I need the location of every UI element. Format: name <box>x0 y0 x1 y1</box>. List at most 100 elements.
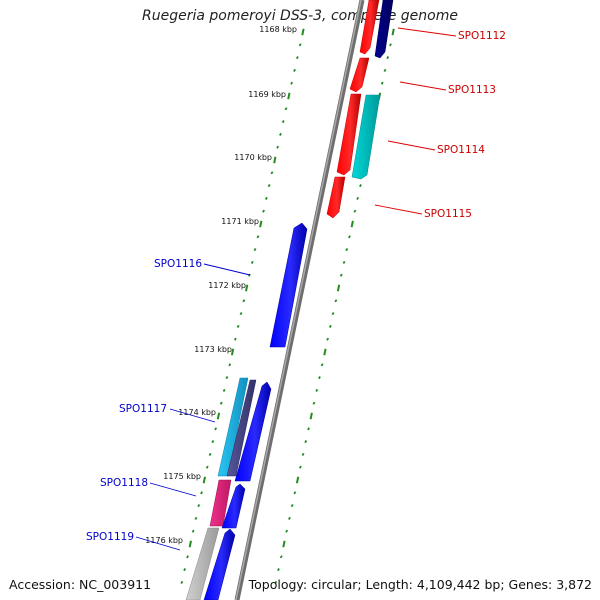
gene-spo1118-blue[interactable] <box>221 483 246 529</box>
gene-spo1113[interactable] <box>349 57 370 93</box>
inner-scale-minor-tick <box>253 248 257 252</box>
inner-scale-minor-tick <box>264 196 268 200</box>
inner-scale-minor-tick <box>284 107 288 111</box>
outer-scale-minor-tick <box>320 363 324 367</box>
accession-text: Accession: NC_003911 <box>9 577 152 592</box>
outer-scale-major-tick <box>336 284 341 292</box>
outer-scale-minor-tick <box>326 337 330 341</box>
scale-label-1170: 1170 kbp <box>234 153 272 162</box>
gene-spo1116[interactable] <box>269 222 308 348</box>
inner-scale-major-tick <box>273 156 277 164</box>
outer-scale-minor-tick <box>353 209 357 213</box>
outer-scale-minor-tick <box>304 440 308 444</box>
inner-scale-minor-tick <box>281 120 285 124</box>
outer-scale-major-tick <box>323 348 327 356</box>
outer-scale-minor-tick <box>288 516 291 520</box>
scale-label-1171: 1171 kbp <box>221 217 259 226</box>
scale-label-1169: 1169 kbp <box>248 90 286 99</box>
outer-scale-major-tick <box>350 220 354 228</box>
outer-scale-minor-tick <box>339 273 343 277</box>
gene-label-spo1117[interactable]: SPO1117 <box>119 403 167 415</box>
inner-scale-minor-tick <box>298 43 302 47</box>
gene-spo1117-blue[interactable] <box>234 381 272 482</box>
gene-spo1119-blue[interactable] <box>203 528 236 600</box>
outer-scale-minor-tick <box>301 452 305 456</box>
inner-scale-major-tick <box>188 540 192 548</box>
reverse-strand-genes <box>185 222 308 600</box>
outer-scale-minor-tick <box>389 43 392 47</box>
forward-label-leaders <box>374 27 457 215</box>
inner-scale-minor-tick <box>211 440 215 444</box>
outer-scale-major-tick <box>309 412 313 420</box>
inner-scale-major-tick <box>216 412 221 420</box>
leader-spo1117 <box>169 408 216 423</box>
scale-label-1168: 1168 kbp <box>259 25 297 34</box>
outer-scale-major-tick <box>391 28 395 36</box>
outer-scale-minor-tick <box>298 465 302 469</box>
scale-labels: 1168 kbp 1169 kbp 1170 kbp 1171 kbp 1172… <box>145 25 297 545</box>
gene-spo1112-navy[interactable] <box>374 0 394 59</box>
inner-scale-major-tick <box>245 284 249 292</box>
inner-scale-minor-tick <box>200 491 203 495</box>
gene-spo1119-grey[interactable] <box>185 527 220 600</box>
gene-spo1114-cyan[interactable] <box>351 94 381 180</box>
gene-label-spo1116[interactable]: SPO1116 <box>154 258 202 270</box>
backbone-line <box>234 0 365 600</box>
leader-spo1119 <box>135 536 181 551</box>
inner-scale-minor-tick <box>293 68 296 72</box>
outer-scale-minor-tick <box>315 388 319 392</box>
inner-scale-minor-tick <box>222 388 226 392</box>
inner-scale-minor-tick <box>186 555 189 559</box>
inner-scale-minor-tick <box>267 184 271 188</box>
gene-label-spo1118[interactable]: SPO1118 <box>100 477 148 489</box>
outer-scale-minor-tick <box>334 299 338 303</box>
inner-scale-minor-tick <box>262 209 265 213</box>
scale-label-1173: 1173 kbp <box>194 345 232 354</box>
inner-scale-minor-tick <box>228 363 232 367</box>
inner-scale-minor-tick <box>242 299 246 303</box>
outer-scale-minor-tick <box>277 568 280 572</box>
inner-scale-minor-tick <box>205 465 209 469</box>
gene-spo1112-red[interactable] <box>359 0 380 55</box>
gene-spo1117-slate[interactable] <box>226 379 257 477</box>
gene-label-spo1112[interactable]: SPO1112 <box>458 30 506 42</box>
gene-spo1115[interactable] <box>326 176 346 219</box>
inner-scale-minor-tick <box>270 171 274 175</box>
inner-scale-minor-tick <box>194 516 198 520</box>
scale-label-1172: 1172 kbp <box>208 281 246 290</box>
forward-gene-labels: SPO1112 SPO1113 SPO1114 SPO1115 <box>424 30 506 220</box>
gene-spo1114-red[interactable] <box>336 93 362 176</box>
scale-label-1174: 1174 kbp <box>178 408 216 417</box>
outer-scale-minor-tick <box>342 260 346 264</box>
inner-scale-minor-tick <box>279 132 282 136</box>
outer-scale-minor-tick <box>307 427 310 431</box>
outer-scale-minor-tick <box>380 81 384 85</box>
outer-scale-minor-tick <box>274 580 278 584</box>
outer-scale-minor-tick <box>356 196 360 200</box>
leader-spo1116 <box>203 263 251 276</box>
leader-spo1114 <box>387 140 436 151</box>
gene-label-spo1115[interactable]: SPO1115 <box>424 208 472 220</box>
inner-scale-minor-tick <box>183 568 187 572</box>
outer-scale-minor-tick <box>285 529 289 533</box>
genome-summary-text: Topology: circular; Length: 4,109,442 bp… <box>248 577 592 592</box>
outer-scale-minor-tick <box>318 376 321 380</box>
inner-scale-minor-tick <box>295 56 299 60</box>
inner-scale-major-tick <box>259 220 263 228</box>
gene-label-spo1119[interactable]: SPO1119 <box>86 531 134 543</box>
gene-label-spo1114[interactable]: SPO1114 <box>437 144 485 156</box>
inner-scale-minor-tick <box>233 337 237 341</box>
inner-scale-minor-tick <box>250 260 254 264</box>
leader-spo1118 <box>149 482 197 497</box>
inner-scale-minor-tick <box>180 580 184 584</box>
gene-label-spo1113[interactable]: SPO1113 <box>448 84 496 96</box>
scale-label-1176: 1176 kbp <box>145 536 183 545</box>
reverse-label-leaders <box>135 263 251 551</box>
outer-scale-minor-tick <box>290 504 294 508</box>
outer-scale-minor-tick <box>293 491 297 495</box>
reverse-gene-labels: SPO1116 SPO1117 SPO1118 SPO1119 <box>86 258 202 543</box>
forward-strand-genes <box>326 0 394 219</box>
inner-scale-minor-tick <box>191 529 195 533</box>
outer-scale-minor-tick <box>383 68 387 72</box>
